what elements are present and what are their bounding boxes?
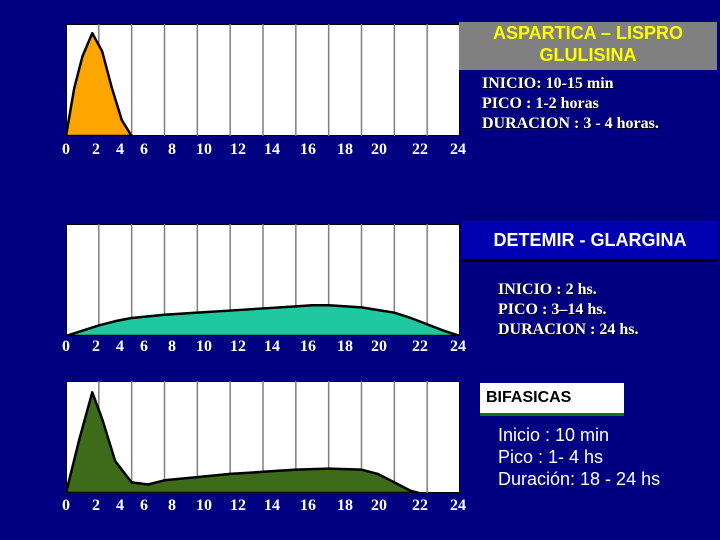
title-bifasicas: BIFASICAS (480, 383, 624, 416)
x-tick-label: 4 (116, 497, 124, 514)
title-line: DETEMIR - GLARGINA (493, 230, 687, 250)
x-tick-label: 22 (412, 497, 428, 514)
info-detemir: INICIO : 2 hs. PICO : 3–14 hs. DURACION … (498, 280, 638, 340)
x-tick-label: 6 (140, 497, 148, 514)
x-tick-label: 6 (140, 338, 148, 355)
x-tick-label: 16 (300, 497, 316, 514)
title-line: ASPARTICA – LISPRO (492, 23, 684, 43)
info-aspartica: INICIO: 10-15 min PICO : 1-2 horas DURAC… (482, 74, 659, 134)
x-tick-label: 0 (62, 141, 70, 158)
x-tick-label: 2 (92, 338, 100, 355)
x-tick-label: 18 (337, 338, 353, 355)
x-tick-label: 2 (92, 141, 100, 158)
x-tick-label: 12 (230, 141, 246, 158)
series-area (66, 304, 460, 336)
chart-detemir (66, 224, 460, 336)
x-tick-label: 22 (412, 141, 428, 158)
info-pico: Pico : 1- 4 hs (498, 447, 604, 467)
x-tick-label: 14 (264, 497, 280, 514)
x-tick-label: 12 (230, 497, 246, 514)
x-tick-label: 10 (196, 497, 212, 514)
x-tick-label: 0 (62, 497, 70, 514)
x-tick-label: 4 (116, 338, 124, 355)
x-tick-label: 12 (230, 338, 246, 355)
chart-aspartica (66, 24, 460, 136)
x-tick-label: 10 (196, 141, 212, 158)
x-tick-label: 18 (337, 141, 353, 158)
x-tick-label: 20 (371, 497, 387, 514)
info-inicio: Inicio : 10 min (498, 425, 610, 445)
title-line: GLULISINA (539, 45, 637, 65)
info-inicio: INICIO: 10-15 min (482, 75, 614, 92)
chart-bifasicas (66, 381, 460, 493)
series-area (66, 31, 133, 136)
x-tick-label: 24 (450, 338, 466, 355)
x-tick-label: 0 (62, 338, 70, 355)
x-tick-label: 20 (371, 141, 387, 158)
title-line: BIFASICAS (486, 389, 572, 406)
x-tick-label: 24 (450, 497, 466, 514)
info-duracion: DURACION : 24 hs. (498, 321, 639, 338)
x-tick-label: 16 (300, 141, 316, 158)
x-tick-label: 24 (450, 141, 466, 158)
x-tick-label: 2 (92, 497, 100, 514)
x-tick-label: 6 (140, 141, 148, 158)
title-detemir: DETEMIR - GLARGINA (462, 221, 718, 262)
info-pico: PICO : 1-2 horas (482, 95, 599, 112)
x-tick-label: 8 (168, 338, 176, 355)
x-tick-label: 18 (337, 497, 353, 514)
x-tick-label: 4 (116, 141, 124, 158)
x-tick-label: 10 (196, 338, 212, 355)
x-axis-labels-detemir: 0 2 4 6 8 10 12 14 16 18 20 22 24 (0, 338, 470, 358)
x-tick-label: 14 (264, 338, 280, 355)
x-tick-label: 8 (168, 141, 176, 158)
title-aspartica: ASPARTICA – LISPRO GLULISINA (459, 22, 717, 70)
info-bifasicas: Inicio : 10 min Pico : 1- 4 hs Duración:… (498, 424, 660, 490)
x-tick-label: 16 (300, 338, 316, 355)
x-tick-label: 14 (264, 141, 280, 158)
info-duracion: Duración: 18 - 24 hs (498, 469, 661, 489)
x-axis-labels-aspartica: 0 2 4 6 8 10 12 14 16 18 20 22 24 (0, 141, 470, 161)
info-inicio: INICIO : 2 hs. (498, 281, 597, 298)
x-tick-label: 8 (168, 497, 176, 514)
x-axis-labels-bifasicas: 0 2 4 6 8 10 12 14 16 18 20 22 24 (0, 497, 470, 517)
info-pico: PICO : 3–14 hs. (498, 301, 607, 318)
info-duracion: DURACION : 3 - 4 horas. (482, 115, 659, 132)
series-area (66, 391, 421, 493)
x-tick-label: 22 (412, 338, 428, 355)
x-tick-label: 20 (371, 338, 387, 355)
